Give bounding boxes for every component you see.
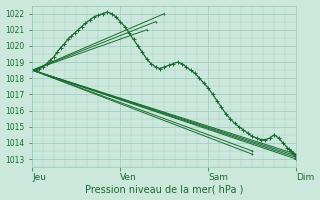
X-axis label: Pression niveau de la mer( hPa ): Pression niveau de la mer( hPa ) (85, 184, 244, 194)
